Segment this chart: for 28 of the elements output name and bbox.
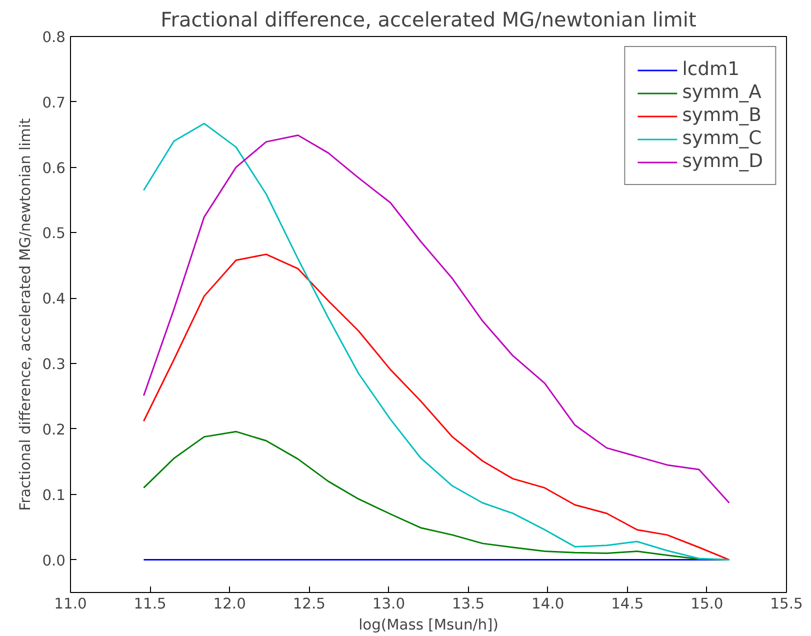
x-tick-label: 15.5 xyxy=(770,596,803,612)
x-tick-label: 12.5 xyxy=(292,596,326,612)
y-tick-label: 0.0 xyxy=(42,552,66,570)
y-tick-label: 0.4 xyxy=(42,290,66,308)
legend-label: symm_C xyxy=(682,128,762,149)
x-tick-label: 13.5 xyxy=(452,596,485,612)
y-tick-label: 0.1 xyxy=(42,486,66,504)
legend-label: symm_B xyxy=(682,105,762,126)
x-axis-title: log(Mass [Msun/h]) xyxy=(358,616,498,634)
line-series xyxy=(142,254,730,561)
x-tick-label: 14.5 xyxy=(611,596,644,612)
x-tick-label: 15.0 xyxy=(690,596,724,612)
y-tick-label: 0.5 xyxy=(42,225,66,242)
x-tick-label: 11.5 xyxy=(134,596,166,612)
chart-title: Fractional difference, accelerated MG/newtonian limit xyxy=(160,8,696,32)
x-tick-label: 11.0 xyxy=(54,596,87,612)
x-tick-label: 13.0 xyxy=(372,596,406,612)
x-tick-label: 14.0 xyxy=(532,596,564,612)
y-tick-label: 0.7 xyxy=(42,94,66,112)
legend-label: symm_A xyxy=(682,82,762,103)
y-tick-label: 0.8 xyxy=(42,29,66,46)
y-axis-title: Fractional difference, accelerated MG/newtonian limit xyxy=(17,118,34,511)
y-tick-label: 0.2 xyxy=(42,421,66,438)
x-tick-label: 12.0 xyxy=(213,596,246,612)
legend-label: lcdm1 xyxy=(682,59,740,80)
y-tick-label: 0.6 xyxy=(42,160,66,177)
legend-label: symm_D xyxy=(682,151,763,172)
y-tick-label: 0.3 xyxy=(42,356,66,374)
